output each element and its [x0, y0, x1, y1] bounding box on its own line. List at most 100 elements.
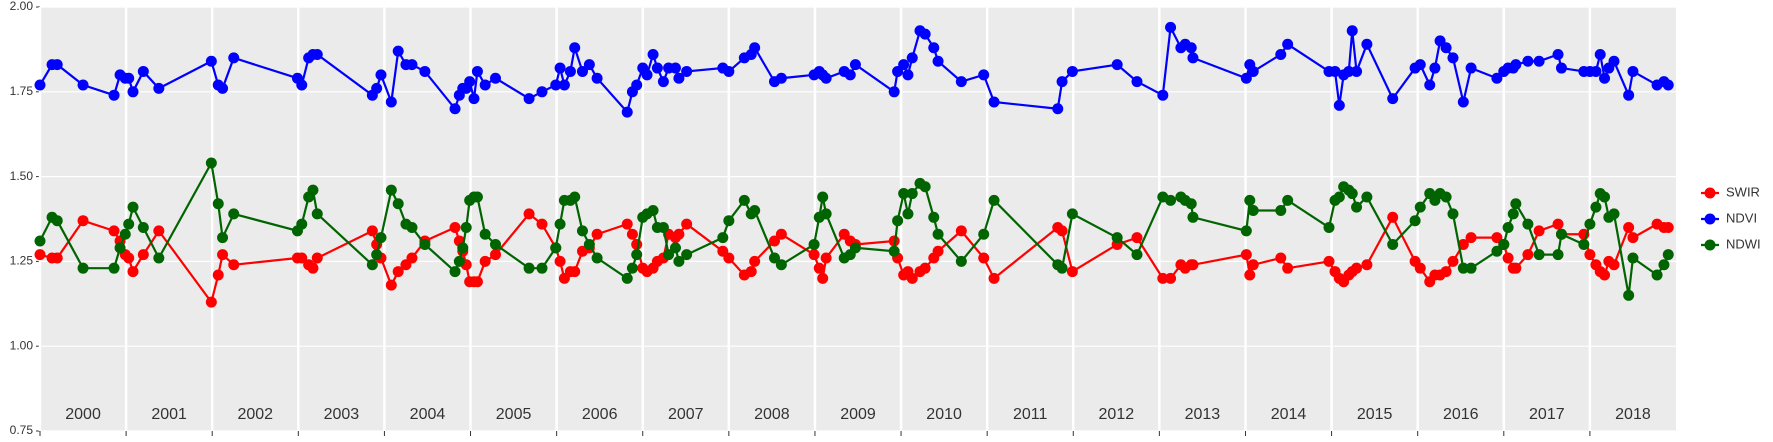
data-point: [1131, 249, 1143, 261]
data-point: [1409, 215, 1421, 227]
data-point: [1662, 221, 1674, 233]
data-point: [406, 221, 418, 233]
data-point: [366, 259, 378, 271]
y-tick-label: 1.50: [10, 169, 34, 183]
data-point: [1440, 42, 1452, 54]
data-point: [1491, 72, 1503, 84]
data-point: [1282, 262, 1294, 274]
y-tick-label: 0.75: [10, 423, 34, 437]
data-point: [419, 65, 431, 77]
data-point: [1346, 25, 1358, 37]
data-point: [1608, 208, 1620, 220]
data-point: [738, 194, 750, 206]
data-point: [1522, 218, 1534, 230]
data-point: [583, 59, 595, 71]
data-point: [1555, 228, 1567, 240]
data-point: [489, 249, 501, 261]
data-point: [449, 103, 461, 115]
data-point: [523, 93, 535, 105]
data-point: [1457, 96, 1469, 108]
data-point: [1599, 269, 1611, 281]
data-point: [681, 65, 693, 77]
data-point: [768, 252, 780, 264]
year-label: 2012: [1099, 406, 1135, 423]
data-point: [749, 42, 761, 54]
data-point: [228, 259, 240, 271]
data-point: [1662, 79, 1674, 91]
data-point: [123, 218, 135, 230]
data-point: [1457, 262, 1469, 274]
data-point: [1387, 93, 1399, 105]
data-point: [569, 42, 581, 54]
year-label: 2002: [237, 406, 273, 423]
data-point: [978, 228, 990, 240]
data-point: [212, 198, 224, 210]
data-point: [77, 79, 89, 91]
data-point: [902, 69, 914, 81]
data-point: [849, 59, 861, 71]
data-point: [1351, 65, 1363, 77]
data-point: [1131, 232, 1143, 244]
data-point: [1552, 218, 1564, 230]
data-point: [1333, 99, 1345, 111]
data-point: [1066, 208, 1078, 220]
data-point: [768, 235, 780, 247]
data-point: [817, 191, 829, 203]
y-tick-label: 1.25: [10, 254, 34, 268]
data-point: [955, 225, 967, 237]
data-point: [745, 266, 757, 278]
data-point: [919, 28, 931, 40]
data-point: [1608, 55, 1620, 67]
data-point: [888, 235, 900, 247]
year-label: 2008: [754, 406, 790, 423]
data-point: [296, 252, 308, 264]
data-point: [888, 86, 900, 98]
data-point: [1056, 225, 1068, 237]
data-point: [1594, 48, 1606, 60]
data-point: [77, 262, 89, 274]
data-point: [1658, 259, 1670, 271]
year-label: 2018: [1615, 406, 1651, 423]
year-label: 2000: [65, 406, 101, 423]
data-point: [550, 79, 562, 91]
data-point: [1414, 201, 1426, 213]
data-point: [621, 106, 633, 118]
data-point: [626, 228, 638, 240]
data-point: [471, 65, 483, 77]
data-point: [51, 252, 63, 264]
data-point: [681, 218, 693, 230]
data-point: [1333, 191, 1345, 203]
data-point: [723, 65, 735, 77]
data-point: [1187, 211, 1199, 223]
data-point: [1346, 188, 1358, 200]
data-point: [1387, 211, 1399, 223]
data-point: [1240, 225, 1252, 237]
data-point: [1623, 221, 1635, 233]
data-point: [849, 242, 861, 254]
data-point: [489, 72, 501, 84]
data-point: [1185, 198, 1197, 210]
data-point: [1465, 232, 1477, 244]
data-point: [51, 59, 63, 71]
data-point: [906, 188, 918, 200]
data-point: [906, 272, 918, 284]
data-point: [1056, 262, 1068, 274]
data-point: [137, 221, 149, 233]
data-point: [673, 72, 685, 84]
year-label: 2004: [410, 406, 446, 423]
year-label: 2014: [1271, 406, 1307, 423]
data-point: [932, 55, 944, 67]
data-point: [1111, 232, 1123, 244]
data-point: [673, 255, 685, 267]
data-point: [217, 249, 229, 261]
data-point: [457, 242, 469, 254]
data-point: [1555, 62, 1567, 74]
data-point: [51, 215, 63, 227]
data-point: [153, 82, 165, 94]
data-point: [217, 82, 229, 94]
data-point: [1584, 249, 1596, 261]
data-point: [205, 157, 217, 169]
data-point: [723, 215, 735, 227]
data-point: [1429, 62, 1441, 74]
data-point: [1491, 245, 1503, 257]
